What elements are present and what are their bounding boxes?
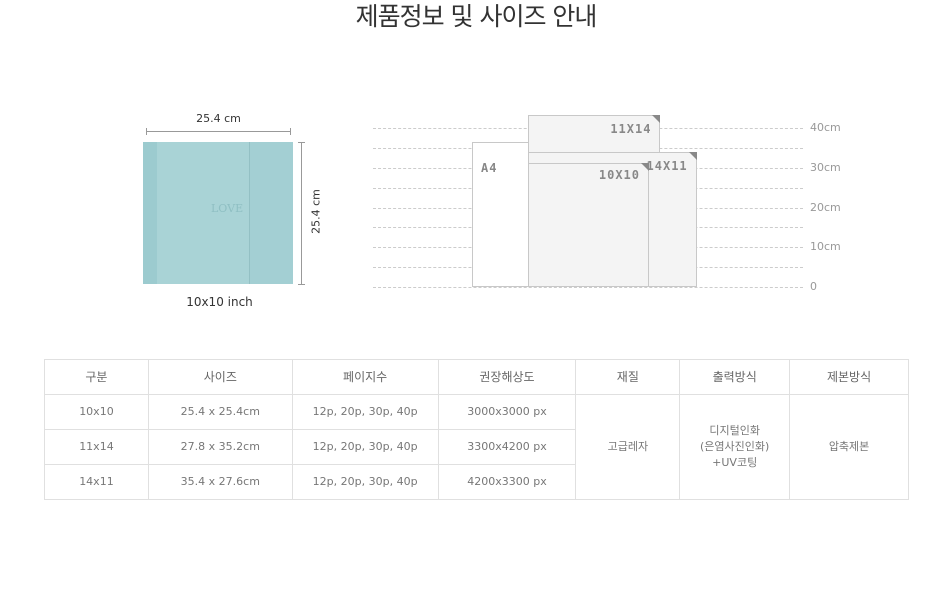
print-method-line: 디지털인화	[709, 424, 760, 437]
table-row: 14x11 35.4 x 27.6cm 12p, 20p, 30p, 40p 4…	[44, 464, 909, 500]
album-image: LOVE	[143, 142, 293, 284]
album-logo: LOVE	[211, 202, 244, 215]
dimension-tick	[298, 142, 305, 143]
y-tick-label: 40cm	[810, 121, 841, 135]
cell: 3000x3000 px	[437, 394, 577, 430]
cell: 12p, 20p, 30p, 40p	[291, 429, 439, 465]
size-rect-10x10: 10X10	[528, 162, 649, 287]
table-header-row: 구분 사이즈 페이지수 권장해상도 재질 출력방식 제본방식	[44, 359, 909, 395]
cell: 27.8 x 35.2cm	[147, 429, 293, 465]
header-cell: 구분	[44, 359, 149, 395]
cell: 12p, 20p, 30p, 40p	[291, 394, 439, 430]
size-label: 11X14	[610, 122, 652, 137]
table-row: 10x10 25.4 x 25.4cm 12p, 20p, 30p, 40p 3…	[44, 394, 909, 500]
cell: 25.4 x 25.4cm	[147, 394, 293, 430]
gridline	[373, 287, 803, 288]
cell: 3300x4200 px	[437, 429, 577, 465]
cell: 12p, 20p, 30p, 40p	[291, 464, 439, 500]
cell: 4200x3300 px	[437, 464, 577, 500]
material-cell: 고급레자	[575, 394, 681, 500]
cell: 11x14	[44, 429, 149, 465]
cell: 35.4 x 27.6cm	[147, 464, 293, 500]
dimension-tick	[146, 128, 147, 135]
cell: 10x10	[44, 394, 149, 430]
dimension-tick	[298, 284, 305, 285]
header-cell: 권장해상도	[437, 359, 577, 395]
album-width-label: 25.4 cm	[196, 112, 241, 125]
page-title: 제품정보 및 사이즈 안내	[355, 2, 598, 31]
y-tick-label: 0	[810, 280, 817, 293]
size-label: 10X10	[598, 167, 640, 182]
header-cell: 출력방식	[679, 359, 791, 395]
dimension-tick	[290, 128, 291, 135]
print-method-line: (은염사진인화)	[700, 440, 770, 453]
product-info-table: 구분 사이즈 페이지수 권장해상도 재질 출력방식 제본방식 10x10 25.…	[44, 359, 909, 500]
table-row: 11x14 27.8 x 35.2cm 12p, 20p, 30p, 40p 3…	[44, 429, 909, 465]
corner-mark	[652, 115, 661, 124]
corner-mark	[641, 162, 649, 171]
size-label: 14X11	[646, 159, 688, 174]
header-cell: 사이즈	[147, 359, 293, 395]
y-tick-label: 10cm	[810, 240, 841, 254]
album-flap	[249, 142, 293, 284]
cell: 14x11	[44, 464, 149, 500]
print-method-cell: 디지털인화 (은염사진인화) +UV코팅	[679, 394, 791, 500]
header-cell: 페이지수	[291, 359, 439, 395]
album-size-label: 10x10 inch	[186, 295, 253, 309]
header-cell: 제본방식	[789, 359, 909, 395]
header-cell: 재질	[575, 359, 681, 395]
print-method-line: +UV코팅	[712, 456, 758, 469]
album-spine	[143, 142, 157, 284]
y-tick-label: 30cm	[810, 160, 841, 174]
album-height-label: 25.4 cm	[309, 189, 323, 234]
binding-cell: 압축제본	[789, 394, 909, 500]
corner-mark	[688, 152, 697, 161]
width-dimension-line	[146, 131, 291, 132]
y-tick-label: 20cm	[810, 200, 841, 214]
height-dimension-line	[301, 142, 302, 285]
size-label: A4	[481, 160, 498, 175]
